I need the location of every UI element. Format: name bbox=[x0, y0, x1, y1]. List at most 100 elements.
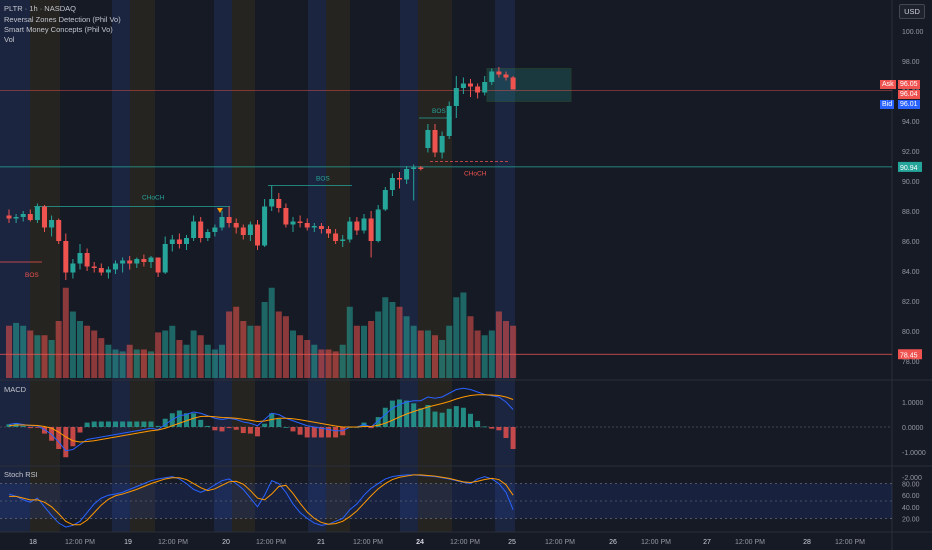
volume-bar-53 bbox=[382, 297, 389, 378]
currency-button[interactable]: USD bbox=[899, 4, 925, 19]
time-tick-14: 27 bbox=[703, 539, 711, 546]
hline-label-0: 90.94 bbox=[900, 165, 918, 172]
volume-bar-37 bbox=[268, 287, 275, 378]
time-tick-0: 18 bbox=[29, 539, 37, 546]
candle-body-37 bbox=[269, 199, 275, 207]
session-band-10 bbox=[495, 0, 515, 532]
price-tick-5: 90.00 bbox=[902, 179, 920, 186]
structure-label-0: BOS bbox=[25, 272, 39, 279]
structure-label-1: CHoCH bbox=[142, 195, 165, 202]
macd-hist-57 bbox=[411, 403, 417, 427]
candle-body-64 bbox=[460, 83, 466, 88]
stoch-tick-3: 20.00 bbox=[902, 516, 920, 523]
macd-hist-51 bbox=[368, 427, 374, 429]
macd-hist-61 bbox=[439, 412, 445, 427]
volume-bar-50 bbox=[361, 325, 367, 378]
time-tick-9: 12:00 PM bbox=[450, 539, 480, 546]
macd-title: MACD bbox=[4, 385, 27, 394]
volume-bar-54 bbox=[389, 302, 396, 378]
volume-bar-51 bbox=[368, 321, 375, 378]
price-tick-11: 78.00 bbox=[902, 359, 920, 366]
volume-bar-7 bbox=[55, 321, 62, 378]
macd-hist-25 bbox=[184, 413, 189, 427]
macd-hist-41 bbox=[297, 427, 303, 435]
time-tick-2: 19 bbox=[124, 539, 132, 546]
macd-hist-33 bbox=[240, 427, 246, 434]
candle-body-42 bbox=[304, 223, 310, 228]
bid-price: 96.01 bbox=[898, 100, 920, 109]
macd-hist-10 bbox=[77, 427, 83, 433]
candle-body-70 bbox=[503, 74, 509, 78]
candle-body-32 bbox=[233, 223, 239, 228]
volume-bar-69 bbox=[495, 311, 502, 378]
macd-hist-70 bbox=[503, 427, 509, 438]
macd-hist-13 bbox=[98, 421, 104, 427]
candle-body-52 bbox=[375, 209, 381, 241]
candle-body-21 bbox=[155, 257, 161, 273]
indicator-legend-1: Reversal Zones Detection (Phil Vo) bbox=[4, 15, 121, 24]
candle-body-44 bbox=[318, 226, 324, 229]
time-tick-16: 28 bbox=[803, 539, 811, 546]
ask-tag: Ask bbox=[880, 80, 896, 89]
volume-bar-1 bbox=[13, 322, 20, 378]
price-tick-1: 98.00 bbox=[902, 59, 920, 66]
stoch-title: Stoch RSI bbox=[4, 470, 38, 479]
volume-bar-36 bbox=[261, 302, 268, 378]
candle-body-38 bbox=[276, 199, 282, 208]
volume-bar-60 bbox=[432, 335, 438, 378]
candle-body-2 bbox=[20, 214, 26, 217]
stoch-tick-1: 60.00 bbox=[902, 493, 920, 500]
time-tick-1: 12:00 PM bbox=[65, 539, 95, 546]
stoch-tick-2: 40.00 bbox=[902, 505, 920, 512]
macd-hist-11 bbox=[84, 422, 90, 427]
candle-body-35 bbox=[255, 224, 260, 246]
candle-body-27 bbox=[198, 221, 204, 238]
macd-hist-38 bbox=[276, 418, 282, 427]
candle-body-36 bbox=[262, 206, 268, 246]
macd-hist-24 bbox=[176, 410, 182, 427]
macd-tick-2: -1.0000 bbox=[902, 450, 926, 457]
volume-bar-5 bbox=[41, 335, 48, 378]
price-tick-4: 92.00 bbox=[902, 149, 920, 156]
volume-bar-71 bbox=[510, 325, 517, 378]
volume-bar-31 bbox=[226, 311, 233, 378]
candle-body-60 bbox=[432, 130, 438, 153]
macd-hist-23 bbox=[169, 413, 175, 427]
volume-bar-42 bbox=[304, 340, 311, 378]
volume-bar-64 bbox=[460, 292, 467, 378]
candle-body-57 bbox=[411, 167, 417, 169]
session-band-0 bbox=[0, 0, 30, 532]
volume-bar-11 bbox=[84, 325, 91, 378]
candle-body-12 bbox=[91, 266, 97, 268]
stoch-tick-0: 80.00 bbox=[902, 482, 920, 489]
volume-bar-33 bbox=[240, 321, 247, 378]
candle-body-50 bbox=[361, 218, 367, 231]
candle-body-3 bbox=[27, 214, 33, 220]
candle-body-39 bbox=[283, 208, 289, 225]
macd-hist-35 bbox=[255, 427, 260, 437]
macd-hist-39 bbox=[283, 427, 289, 428]
volume-bar-6 bbox=[48, 340, 55, 378]
candle-body-58 bbox=[418, 167, 424, 169]
time-tick-6: 21 bbox=[317, 539, 325, 546]
session-band-2 bbox=[112, 0, 130, 532]
hline-tag-0 bbox=[898, 161, 922, 172]
volume-bar-19 bbox=[140, 349, 147, 378]
candle-body-23 bbox=[169, 239, 175, 244]
volume-bar-65 bbox=[467, 316, 474, 378]
macd-hist-3 bbox=[27, 427, 33, 429]
candle-body-41 bbox=[297, 221, 303, 223]
structure-label-4: CHoCH bbox=[464, 171, 487, 178]
candle-body-68 bbox=[489, 71, 495, 82]
volume-bar-21 bbox=[155, 332, 162, 378]
candle-body-55 bbox=[397, 178, 402, 180]
macd-hist-58 bbox=[418, 408, 424, 427]
volume-bar-4 bbox=[34, 335, 41, 378]
volume-bar-43 bbox=[311, 344, 318, 378]
time-tick-12: 26 bbox=[609, 539, 617, 546]
candle-body-22 bbox=[162, 244, 168, 273]
volume-bar-8 bbox=[62, 287, 69, 378]
symbol-title: PLTR · 1h · NASDAQ bbox=[4, 4, 76, 13]
macd-hist-4 bbox=[34, 427, 40, 428]
